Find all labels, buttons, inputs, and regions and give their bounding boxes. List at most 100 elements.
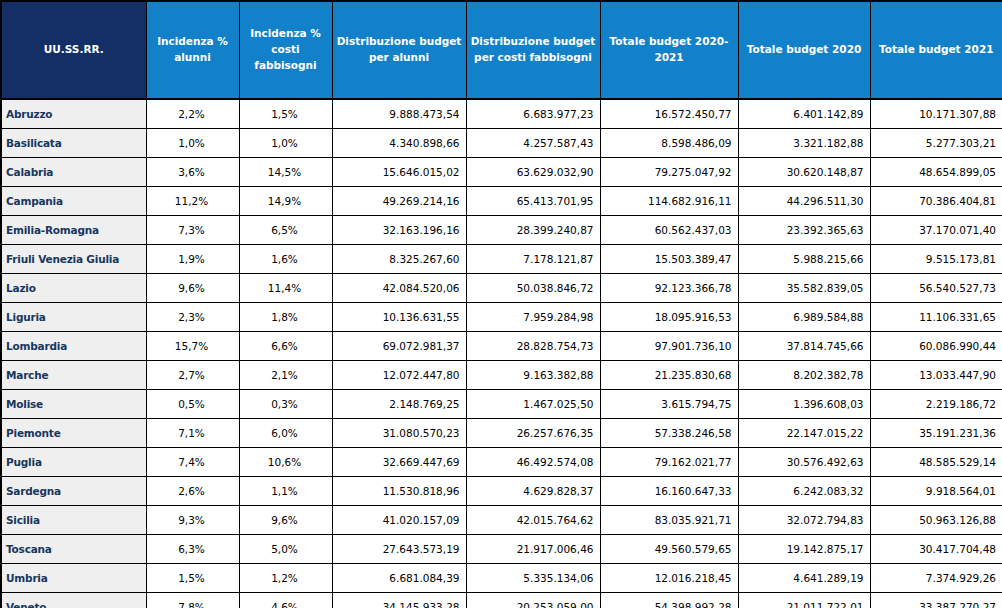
amount-cell: 5.277.303,21 [870, 129, 1002, 158]
column-header-7: Totale budget 2021 [870, 1, 1002, 99]
percent-cell: 7,4% [146, 448, 239, 477]
percent-cell: 15,7% [146, 332, 239, 361]
table-row: Calabria3,6%14,5%15.646.015,0263.629.032… [1, 158, 1002, 187]
amount-cell: 1.396.608,03 [738, 390, 870, 419]
amount-cell: 30.417.704,48 [870, 535, 1002, 564]
amount-cell: 11.530.818,96 [332, 477, 466, 506]
table-row: Campania11,2%14,9%49.269.214,1665.413.70… [1, 187, 1002, 216]
amount-cell: 42.015.764,62 [466, 506, 600, 535]
amount-cell: 69.072.981,37 [332, 332, 466, 361]
amount-cell: 12.016.218,45 [600, 564, 738, 593]
region-cell: Campania [1, 187, 146, 216]
table-row: Piemonte7,1%6,0%31.080.570,2326.257.676,… [1, 419, 1002, 448]
table-body: Abruzzo2,2%1,5%9.888.473,546.683.977,231… [1, 99, 1002, 608]
amount-cell: 49.269.214,16 [332, 187, 466, 216]
percent-cell: 7,1% [146, 419, 239, 448]
amount-cell: 4.629.828,37 [466, 477, 600, 506]
amount-cell: 5.335.134,06 [466, 564, 600, 593]
amount-cell: 56.540.527,73 [870, 274, 1002, 303]
amount-cell: 79.275.047,92 [600, 158, 738, 187]
percent-cell: 4,6% [239, 593, 332, 608]
amount-cell: 54.398.992,28 [600, 593, 738, 608]
amount-cell: 34.145.933,28 [332, 593, 466, 608]
amount-cell: 57.338.246,58 [600, 419, 738, 448]
percent-cell: 1,9% [146, 245, 239, 274]
amount-cell: 15.646.015,02 [332, 158, 466, 187]
percent-cell: 0,3% [239, 390, 332, 419]
percent-cell: 14,9% [239, 187, 332, 216]
amount-cell: 15.503.389,47 [600, 245, 738, 274]
amount-cell: 9.515.173,81 [870, 245, 1002, 274]
amount-cell: 27.643.573,19 [332, 535, 466, 564]
amount-cell: 49.560.579,65 [600, 535, 738, 564]
percent-cell: 1,5% [146, 564, 239, 593]
table-row: Puglia7,4%10,6%32.669.447,6946.492.574,0… [1, 448, 1002, 477]
amount-cell: 37.170.071,40 [870, 216, 1002, 245]
region-cell: Basilicata [1, 129, 146, 158]
region-cell: Veneto [1, 593, 146, 608]
percent-cell: 1,5% [239, 99, 332, 129]
table-row: Liguria2,3%1,8%10.136.631,557.959.284,98… [1, 303, 1002, 332]
amount-cell: 60.562.437,03 [600, 216, 738, 245]
amount-cell: 19.142.875,17 [738, 535, 870, 564]
amount-cell: 28.399.240,87 [466, 216, 600, 245]
percent-cell: 3,6% [146, 158, 239, 187]
table-row: Toscana6,3%5,0%27.643.573,1921.917.006,4… [1, 535, 1002, 564]
table-row: Umbria1,5%1,2%6.681.084,395.335.134,0612… [1, 564, 1002, 593]
amount-cell: 10.171.307,88 [870, 99, 1002, 129]
amount-cell: 8.325.267,60 [332, 245, 466, 274]
amount-cell: 41.020.157,09 [332, 506, 466, 535]
table-row: Lombardia15,7%6,6%69.072.981,3728.828.75… [1, 332, 1002, 361]
percent-cell: 1,2% [239, 564, 332, 593]
region-cell: Abruzzo [1, 99, 146, 129]
amount-cell: 21.917.006,46 [466, 535, 600, 564]
amount-cell: 35.191.231,36 [870, 419, 1002, 448]
amount-cell: 4.257.587,43 [466, 129, 600, 158]
table-row: Lazio9,6%11,4%42.084.520,0650.038.846,72… [1, 274, 1002, 303]
amount-cell: 63.629.032,90 [466, 158, 600, 187]
region-cell: Emilia-Romagna [1, 216, 146, 245]
percent-cell: 11,4% [239, 274, 332, 303]
percent-cell: 6,6% [239, 332, 332, 361]
amount-cell: 37.814.745,66 [738, 332, 870, 361]
amount-cell: 3.321.182,88 [738, 129, 870, 158]
region-cell: Umbria [1, 564, 146, 593]
region-cell: Sicilia [1, 506, 146, 535]
amount-cell: 44.296.511,30 [738, 187, 870, 216]
percent-cell: 2,7% [146, 361, 239, 390]
amount-cell: 42.084.520,06 [332, 274, 466, 303]
amount-cell: 22.147.015,22 [738, 419, 870, 448]
percent-cell: 14,5% [239, 158, 332, 187]
percent-cell: 9,3% [146, 506, 239, 535]
amount-cell: 7.959.284,98 [466, 303, 600, 332]
percent-cell: 7,8% [146, 593, 239, 608]
percent-cell: 0,5% [146, 390, 239, 419]
amount-cell: 20.253.059,00 [466, 593, 600, 608]
amount-cell: 21.235.830,68 [600, 361, 738, 390]
budget-table: UU.SS.RR.Incidenza % alunniIncidenza % c… [0, 0, 1002, 608]
amount-cell: 97.901.736,10 [600, 332, 738, 361]
amount-cell: 30.576.492,63 [738, 448, 870, 477]
amount-cell: 50.038.846,72 [466, 274, 600, 303]
amount-cell: 30.620.148,87 [738, 158, 870, 187]
amount-cell: 32.163.196,16 [332, 216, 466, 245]
table-row: Molise0,5%0,3%2.148.769,251.467.025,503.… [1, 390, 1002, 419]
amount-cell: 4.340.898,66 [332, 129, 466, 158]
percent-cell: 1,8% [239, 303, 332, 332]
percent-cell: 1,1% [239, 477, 332, 506]
amount-cell: 1.467.025,50 [466, 390, 600, 419]
region-cell: Lombardia [1, 332, 146, 361]
column-header-uussrr: UU.SS.RR. [1, 1, 146, 99]
amount-cell: 48.654.899,05 [870, 158, 1002, 187]
percent-cell: 2,2% [146, 99, 239, 129]
percent-cell: 7,3% [146, 216, 239, 245]
amount-cell: 6.242.083,32 [738, 477, 870, 506]
column-header-3: Distribuzione budget per alunni [332, 1, 466, 99]
amount-cell: 4.641.289,19 [738, 564, 870, 593]
amount-cell: 60.086.990,44 [870, 332, 1002, 361]
percent-cell: 5,0% [239, 535, 332, 564]
amount-cell: 9.163.382,88 [466, 361, 600, 390]
column-header-2: Incidenza % costi fabbisogni [239, 1, 332, 99]
percent-cell: 2,6% [146, 477, 239, 506]
percent-cell: 6,3% [146, 535, 239, 564]
